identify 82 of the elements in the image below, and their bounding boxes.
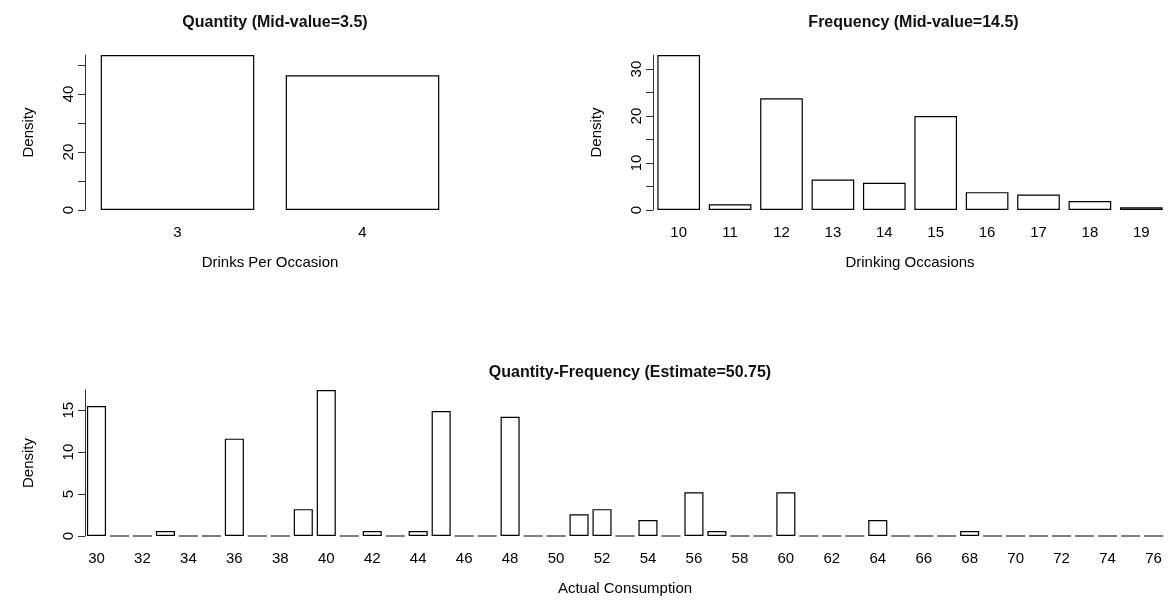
x-tick-label: 62 <box>823 549 841 566</box>
x-tick-label: 38 <box>271 549 289 566</box>
bar <box>431 410 451 536</box>
x-tick-label: 46 <box>455 549 473 566</box>
x-tick-label: 19 <box>1132 223 1150 240</box>
x-tick-label: 3 <box>173 223 182 240</box>
x-tick-label: 11 <box>722 223 738 240</box>
bar <box>569 514 589 536</box>
x-tick-label: 60 <box>777 549 795 566</box>
x-tick-label: 18 <box>1081 223 1099 240</box>
bar <box>708 204 752 210</box>
bar <box>760 98 803 210</box>
x-tick-label: 68 <box>961 549 979 566</box>
bar <box>1017 194 1060 210</box>
x-axis-title: Drinks Per Occasion <box>201 253 339 270</box>
x-tick-label: 15 <box>927 223 945 240</box>
y-tick-label: 5 <box>59 489 76 499</box>
x-tick-label: 70 <box>1007 549 1024 566</box>
x-tick-label: 72 <box>1053 549 1070 566</box>
x-tick-label: 36 <box>226 549 243 566</box>
bar <box>293 509 313 536</box>
x-axis-title: Actual Consumption <box>557 579 693 596</box>
y-axis-title: Density <box>19 437 36 489</box>
y-tick-label: 20 <box>59 143 76 161</box>
x-tick-label: 40 <box>317 549 335 566</box>
x-tick-label: 66 <box>915 549 933 566</box>
y-tick-label: 40 <box>59 85 76 103</box>
y-axis-title: Density <box>19 107 36 158</box>
x-tick-label: 44 <box>409 549 427 566</box>
bar <box>862 182 906 210</box>
bar <box>868 520 888 536</box>
chart-title: Quantity-Frequency (Estimate=50.75) <box>488 362 772 380</box>
x-tick-label: 4 <box>358 223 367 240</box>
y-tick-label: 30 <box>627 60 644 78</box>
x-tick-label: 34 <box>180 549 197 566</box>
y-tick-label: 0 <box>59 531 76 541</box>
bar <box>500 416 520 536</box>
bar <box>638 520 658 536</box>
x-tick-label: 42 <box>363 549 381 566</box>
y-tick-label: 10 <box>627 154 644 172</box>
bar <box>316 390 336 536</box>
y-axis-title: Density <box>587 107 604 158</box>
x-tick-label: 76 <box>1145 549 1162 566</box>
x-tick-label: 17 <box>1030 223 1047 240</box>
x-tick-label: 10 <box>670 223 688 240</box>
y-tick-label: 10 <box>59 443 76 461</box>
x-tick-label: 58 <box>731 549 749 566</box>
x-tick-label: 12 <box>773 223 790 240</box>
x-tick-label: 14 <box>875 223 893 240</box>
x-tick-label: 56 <box>685 549 703 566</box>
x-tick-label: 13 <box>824 223 842 240</box>
bar <box>86 405 107 536</box>
bar <box>707 530 727 536</box>
x-tick-label: 64 <box>869 549 887 566</box>
x-tick-label: 48 <box>501 549 519 566</box>
x-tick-label: 30 <box>88 549 105 566</box>
bar <box>224 438 244 536</box>
x-tick-label: 50 <box>547 549 565 566</box>
bar <box>408 530 428 536</box>
x-axis-title: Drinking Occasions <box>845 253 975 270</box>
chart-title: Quantity (Mid-value=3.5) <box>182 12 368 30</box>
bar <box>811 179 855 210</box>
chart-title: Frequency (Mid-value=14.5) <box>808 12 1019 30</box>
bar <box>362 530 382 536</box>
bar <box>960 530 980 536</box>
y-tick-label: 15 <box>59 401 76 419</box>
bar <box>965 192 1009 210</box>
bar <box>914 116 958 210</box>
bar <box>776 492 796 536</box>
x-tick-label: 74 <box>1099 549 1116 566</box>
y-tick-label: 0 <box>59 205 76 215</box>
x-tick-label: 16 <box>978 223 996 240</box>
bar <box>657 55 701 210</box>
bar <box>684 492 704 536</box>
x-tick-label: 52 <box>593 549 611 566</box>
y-tick-label: 0 <box>627 205 644 215</box>
bar <box>592 509 612 536</box>
x-tick-label: 54 <box>639 549 657 566</box>
y-tick-label: 20 <box>627 107 644 125</box>
bar <box>155 530 175 536</box>
x-tick-label: 32 <box>134 549 151 566</box>
bar <box>1068 201 1112 210</box>
